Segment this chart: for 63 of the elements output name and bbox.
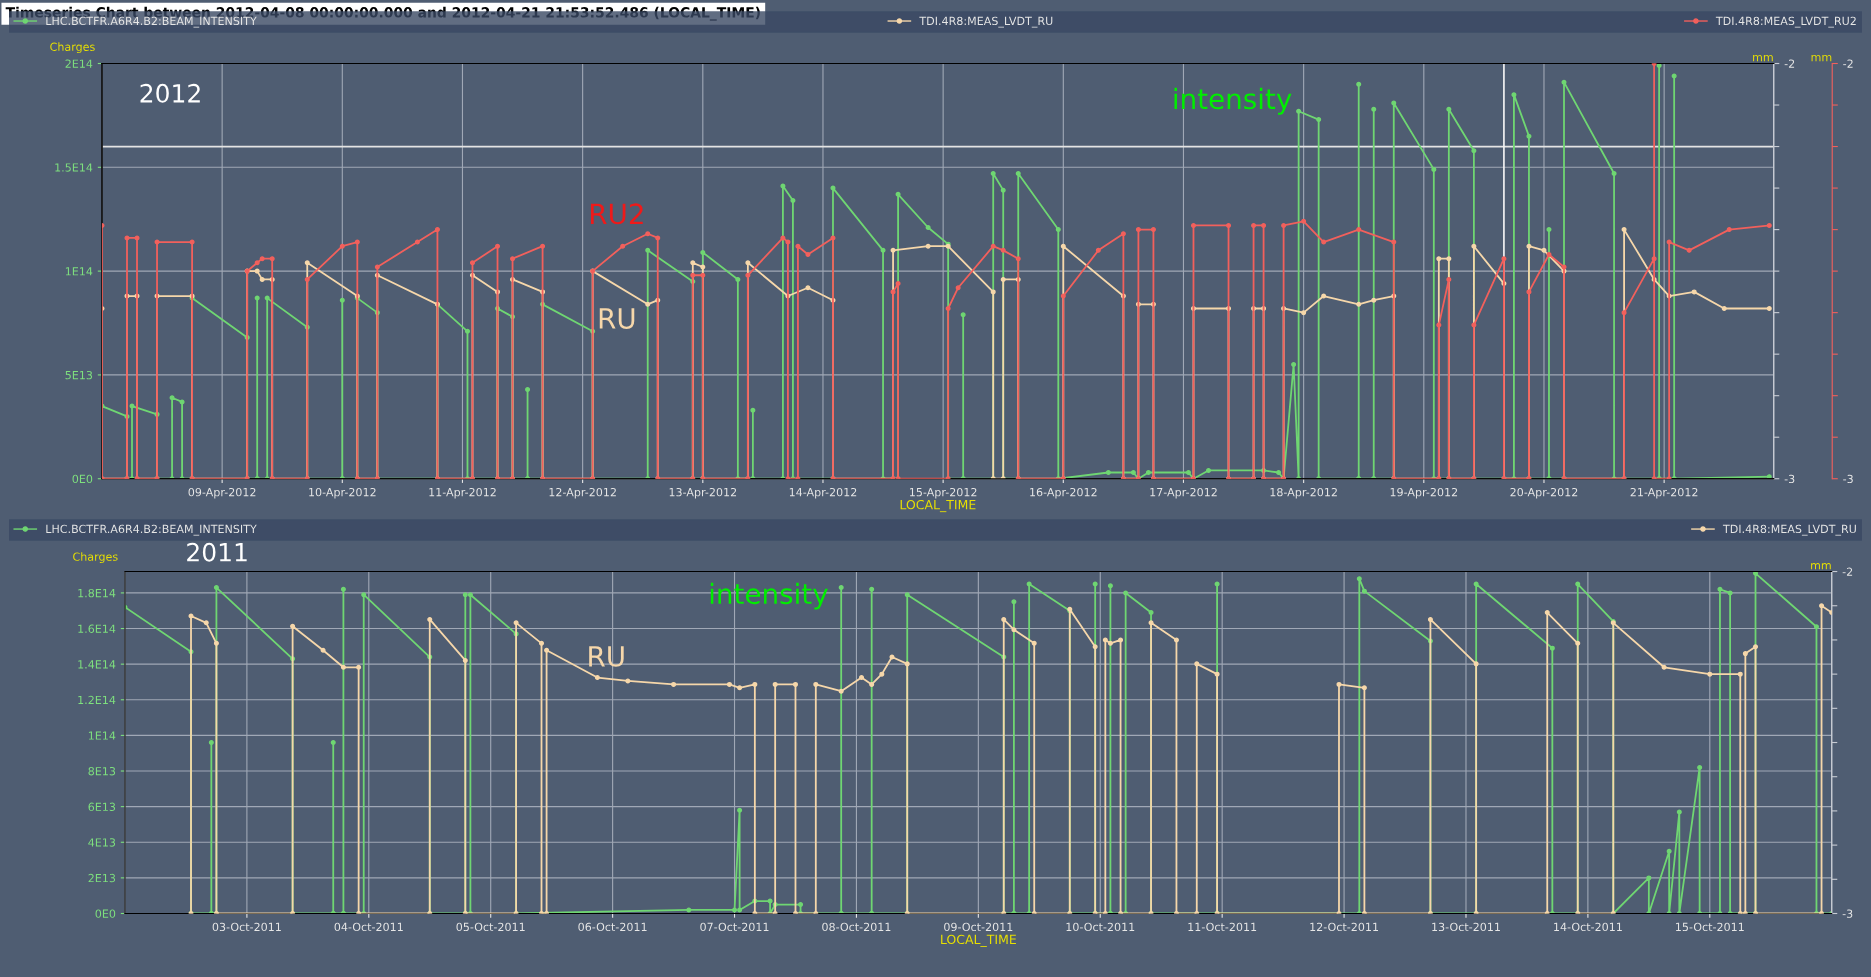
y-tick-label: 0E0	[95, 909, 116, 918]
y3-axis-title: mm	[1811, 54, 1832, 62]
x-tick-label: 06-Oct-2011	[578, 922, 647, 932]
x-axis-title: LOCAL_TIME	[941, 934, 1016, 947]
y-tick-label: 1.2E14	[78, 695, 116, 704]
y-axis-title: Charges	[73, 552, 118, 563]
y-tick-label: 8E13	[88, 766, 116, 776]
x-tick-label: 19-Apr-2012	[1390, 487, 1458, 499]
annotation: RU	[589, 646, 624, 667]
y3-tick-label: -2	[1843, 59, 1853, 68]
x-tick-label: 04-Oct-2011	[334, 922, 403, 932]
legend-label: LHC.BCTFR.A6R4.B2:BEAM_INTENSITY	[46, 524, 257, 536]
x-tick-label: 13-Apr-2012	[669, 487, 737, 499]
y-tick-label: 1E14	[88, 731, 116, 740]
y-tick-label: 6E13	[88, 802, 116, 812]
x-tick-label: 15-Oct-2011	[1676, 922, 1744, 932]
x-tick-label: 20-Apr-2012	[1510, 487, 1578, 499]
text: 2011	[187, 542, 247, 562]
y2-axis-title: mm	[1753, 54, 1773, 62]
x-tick-label: 08-Oct-2011	[822, 922, 891, 932]
x-tick-label: 10-Apr-2012	[309, 487, 376, 499]
x-tick-label: 09-Apr-2012	[188, 487, 256, 499]
x-tick-label: 11-Apr-2012	[429, 487, 496, 499]
annotation: 2012	[140, 83, 200, 103]
y-tick-label: 5E13	[65, 370, 93, 380]
x-axis-title: LOCAL_TIME	[900, 499, 976, 513]
x-tick-label: 17-Apr-2012	[1150, 487, 1217, 499]
legend-label: TDI.4R8:MEAS_LVDT_RU	[1722, 524, 1856, 536]
x-tick-label: 14-Apr-2012	[789, 487, 857, 499]
legend-label: TDI.4R8:MEAS_LVDT_RU	[919, 16, 1053, 28]
y-axis-title: Charges	[50, 42, 95, 54]
y3-tick-label: -3	[1843, 474, 1853, 484]
y-tick-label: 4E13	[88, 838, 116, 847]
legend-label: TDI.4R8:MEAS_LVDT_RU2	[1715, 16, 1856, 28]
x-tick-label: 09-Oct-2011	[944, 922, 1013, 932]
y-tick-label: 1.5E14	[55, 163, 93, 172]
y2-tick-label: -2	[1842, 567, 1853, 576]
x-tick-label: 05-Oct-2011	[456, 922, 525, 932]
x-tick-label: 12-Apr-2012	[549, 487, 616, 499]
x-tick-label: 07-Oct-2011	[700, 922, 769, 932]
y-tick-label: 1.4E14	[78, 660, 116, 669]
y-tick-label: 1E14	[65, 267, 93, 276]
x-tick-label: 11-Oct-2011	[1188, 922, 1257, 932]
x-tick-label: 16-Apr-2012	[1030, 487, 1097, 499]
y-tick-label: 0E0	[72, 474, 93, 484]
x-tick-label: 13-Oct-2011	[1432, 922, 1500, 932]
x-tick-label: 15-Apr-2012	[910, 487, 977, 499]
y-tick-label: 2E14	[65, 59, 93, 68]
x-tick-label: 18-Apr-2012	[1270, 487, 1337, 499]
y-tick-label: 2E13	[88, 873, 116, 883]
y-tick-label: 1.8E14	[78, 588, 116, 598]
x-tick-label: 14-Oct-2011	[1554, 922, 1622, 932]
x-tick-label: 21-Apr-2012	[1630, 487, 1698, 499]
x-tick-label: 12-Oct-2011	[1310, 922, 1379, 932]
annotation: RU	[599, 308, 635, 329]
annotation: RU2	[590, 203, 643, 225]
y2-tick-label: -3	[1842, 909, 1853, 918]
y-tick-label: 1.6E14	[78, 624, 116, 633]
x-tick-label: 10-Oct-2011	[1066, 922, 1135, 932]
y2-tick-label: -3	[1784, 474, 1795, 484]
y2-axis-title: mm	[1811, 563, 1831, 570]
y2-tick-label: -2	[1784, 59, 1795, 68]
x-tick-label: 03-Oct-2011	[212, 922, 281, 932]
